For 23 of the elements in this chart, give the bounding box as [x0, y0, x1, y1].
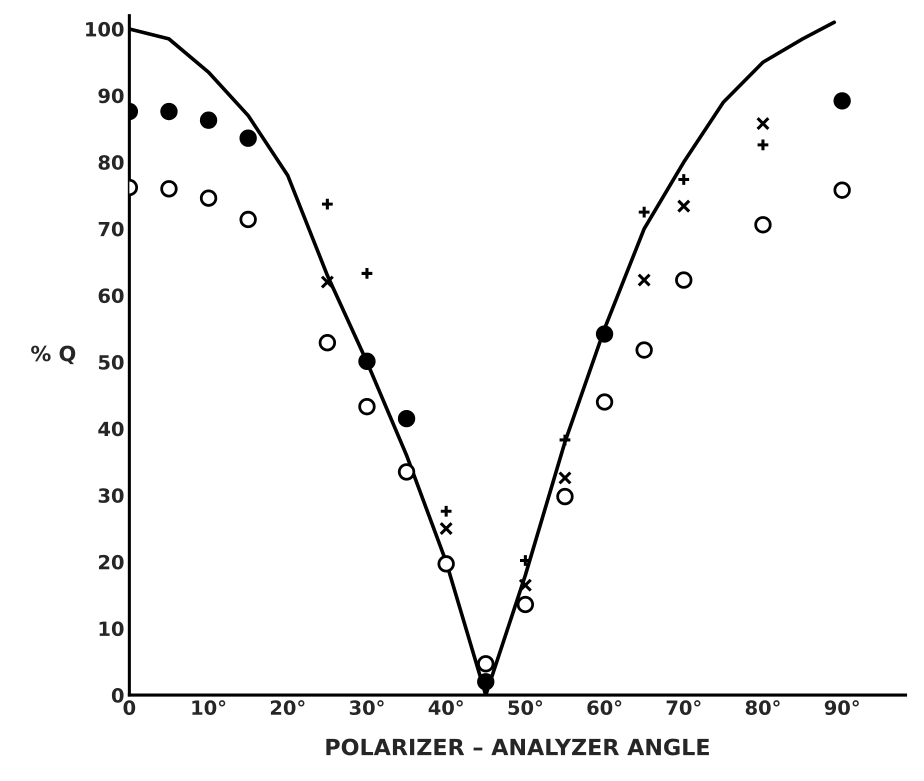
y-tick-label: 60	[98, 288, 124, 304]
x-tick-label: 30°	[350, 700, 384, 715]
x-tick-label: 90°	[824, 700, 859, 715]
y-tick-label: 100	[86, 22, 124, 37]
y-tick-label: 20	[98, 554, 124, 570]
y-tick-label: 40	[98, 422, 124, 436]
y-tick-label: 70	[98, 222, 124, 236]
x-tick-label: 0	[124, 700, 136, 715]
y-tick-label: 30	[98, 488, 124, 503]
x-tick-label: 70°	[666, 700, 700, 715]
x-tick-label: 40°	[428, 700, 463, 715]
y-tick-label: 90	[98, 88, 124, 104]
x-tick-label: 20°	[270, 700, 304, 715]
y-tick-label: 0	[112, 688, 124, 703]
x-axis-title: POLARIZER – ANALYZER ANGLE	[326, 738, 709, 756]
y-axis-title: % Q	[31, 346, 76, 364]
x-tick-label: 60°	[587, 700, 622, 715]
y-tick-label: 50	[98, 354, 124, 370]
y-tick-label: 10	[100, 621, 124, 636]
x-tick-label: 50°	[508, 700, 542, 715]
x-tick-label: 10°	[192, 700, 226, 715]
y-tick-label: 80	[98, 155, 124, 170]
x-tick-label: 80°	[746, 700, 780, 715]
